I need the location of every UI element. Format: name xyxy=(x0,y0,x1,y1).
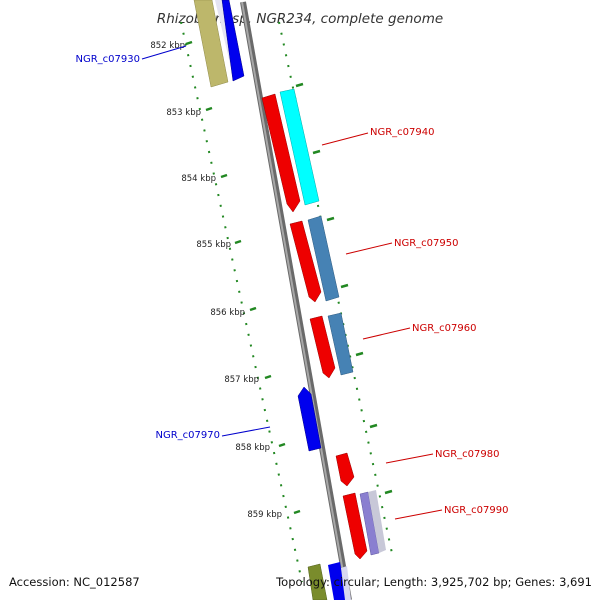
feature-bottom-partial xyxy=(307,562,351,600)
feature-steelblue-bar xyxy=(327,312,354,376)
leader-line xyxy=(385,453,434,464)
topology-text: Topology: circular; Length: 3,925,702 bp… xyxy=(275,575,592,589)
feature-ngr-c07940[interactable] xyxy=(261,88,320,213)
tick-mark xyxy=(278,442,286,448)
gene-leader-lines xyxy=(141,45,443,520)
feature-cyan-bar xyxy=(279,88,320,206)
gene-label[interactable]: NGR_c07930 xyxy=(76,54,141,65)
tick-mark xyxy=(355,351,364,357)
inner-ring-guide xyxy=(180,21,303,583)
tick-mark xyxy=(312,149,321,155)
feature-ngr-c07960[interactable] xyxy=(309,312,354,379)
cds-plus-arrow xyxy=(342,492,368,560)
tick-label: 859 kbp xyxy=(247,510,282,520)
tick-mark xyxy=(340,283,349,289)
gene-labels: NGR_c07930 NGR_c07940 NGR_c07950 NGR_c07… xyxy=(76,54,509,516)
tick-mark xyxy=(185,40,193,46)
feature-grey-bar xyxy=(368,490,386,553)
leader-line xyxy=(141,45,187,60)
tick-label: 853 kbp xyxy=(166,108,201,118)
tick-mark xyxy=(384,489,393,495)
feature-olive-bar xyxy=(307,563,328,600)
tick-label: 852 kbp xyxy=(150,41,185,51)
feature-steelblue-bar xyxy=(307,215,340,302)
leader-line xyxy=(394,509,443,520)
tick-labels: 852 kbp 853 kbp 854 kbp 855 kbp 856 kbp … xyxy=(150,41,282,520)
feature-lavender-bar xyxy=(341,566,351,600)
feature-ngr-c07950[interactable] xyxy=(289,215,340,303)
tick-label: 854 kbp xyxy=(181,174,216,184)
tick-label: 855 kbp xyxy=(196,240,231,250)
leader-line xyxy=(321,132,369,146)
leader-line xyxy=(221,426,271,437)
tick-mark xyxy=(249,306,257,312)
gene-label[interactable]: NGR_c07990 xyxy=(444,505,509,516)
tick-mark xyxy=(234,239,242,245)
feature-khaki-bar xyxy=(193,0,229,88)
feature-ngr-c07930[interactable] xyxy=(193,0,245,88)
feature-ngr-c07970[interactable] xyxy=(297,386,322,452)
cds-plus-arrow xyxy=(309,315,336,379)
tick-mark xyxy=(220,173,228,179)
cds-minus-arrow xyxy=(297,386,322,452)
cds-plus-arrow xyxy=(261,93,301,213)
tick-label: 857 kbp xyxy=(224,375,259,385)
tick-mark xyxy=(205,106,213,112)
cds-plus-arrow xyxy=(289,220,322,303)
gene-label[interactable]: NGR_c07970 xyxy=(156,430,221,441)
tick-marks xyxy=(185,40,393,515)
cds-plus-arrow xyxy=(335,452,355,487)
genome-backbone-highlight xyxy=(241,1,349,600)
feature-ngr-c07980[interactable] xyxy=(335,452,355,487)
tick-mark xyxy=(369,423,378,429)
accession-text: Accession: NC_012587 xyxy=(9,575,140,589)
tick-label: 858 kbp xyxy=(235,443,270,453)
gene-label[interactable]: NGR_c07940 xyxy=(370,127,435,138)
tick-mark xyxy=(326,216,335,222)
gene-label[interactable]: NGR_c07980 xyxy=(435,449,500,460)
tick-mark xyxy=(295,82,304,88)
leader-line xyxy=(362,327,411,340)
tick-mark xyxy=(264,374,272,380)
tick-label: 856 kbp xyxy=(210,308,245,318)
tick-mark xyxy=(293,509,301,515)
gene-label[interactable]: NGR_c07950 xyxy=(394,238,459,249)
feature-ngr-c07990[interactable] xyxy=(342,490,386,560)
leader-line xyxy=(345,242,393,255)
gene-label[interactable]: NGR_c07960 xyxy=(412,323,477,334)
cds-minus-bar xyxy=(221,0,245,82)
